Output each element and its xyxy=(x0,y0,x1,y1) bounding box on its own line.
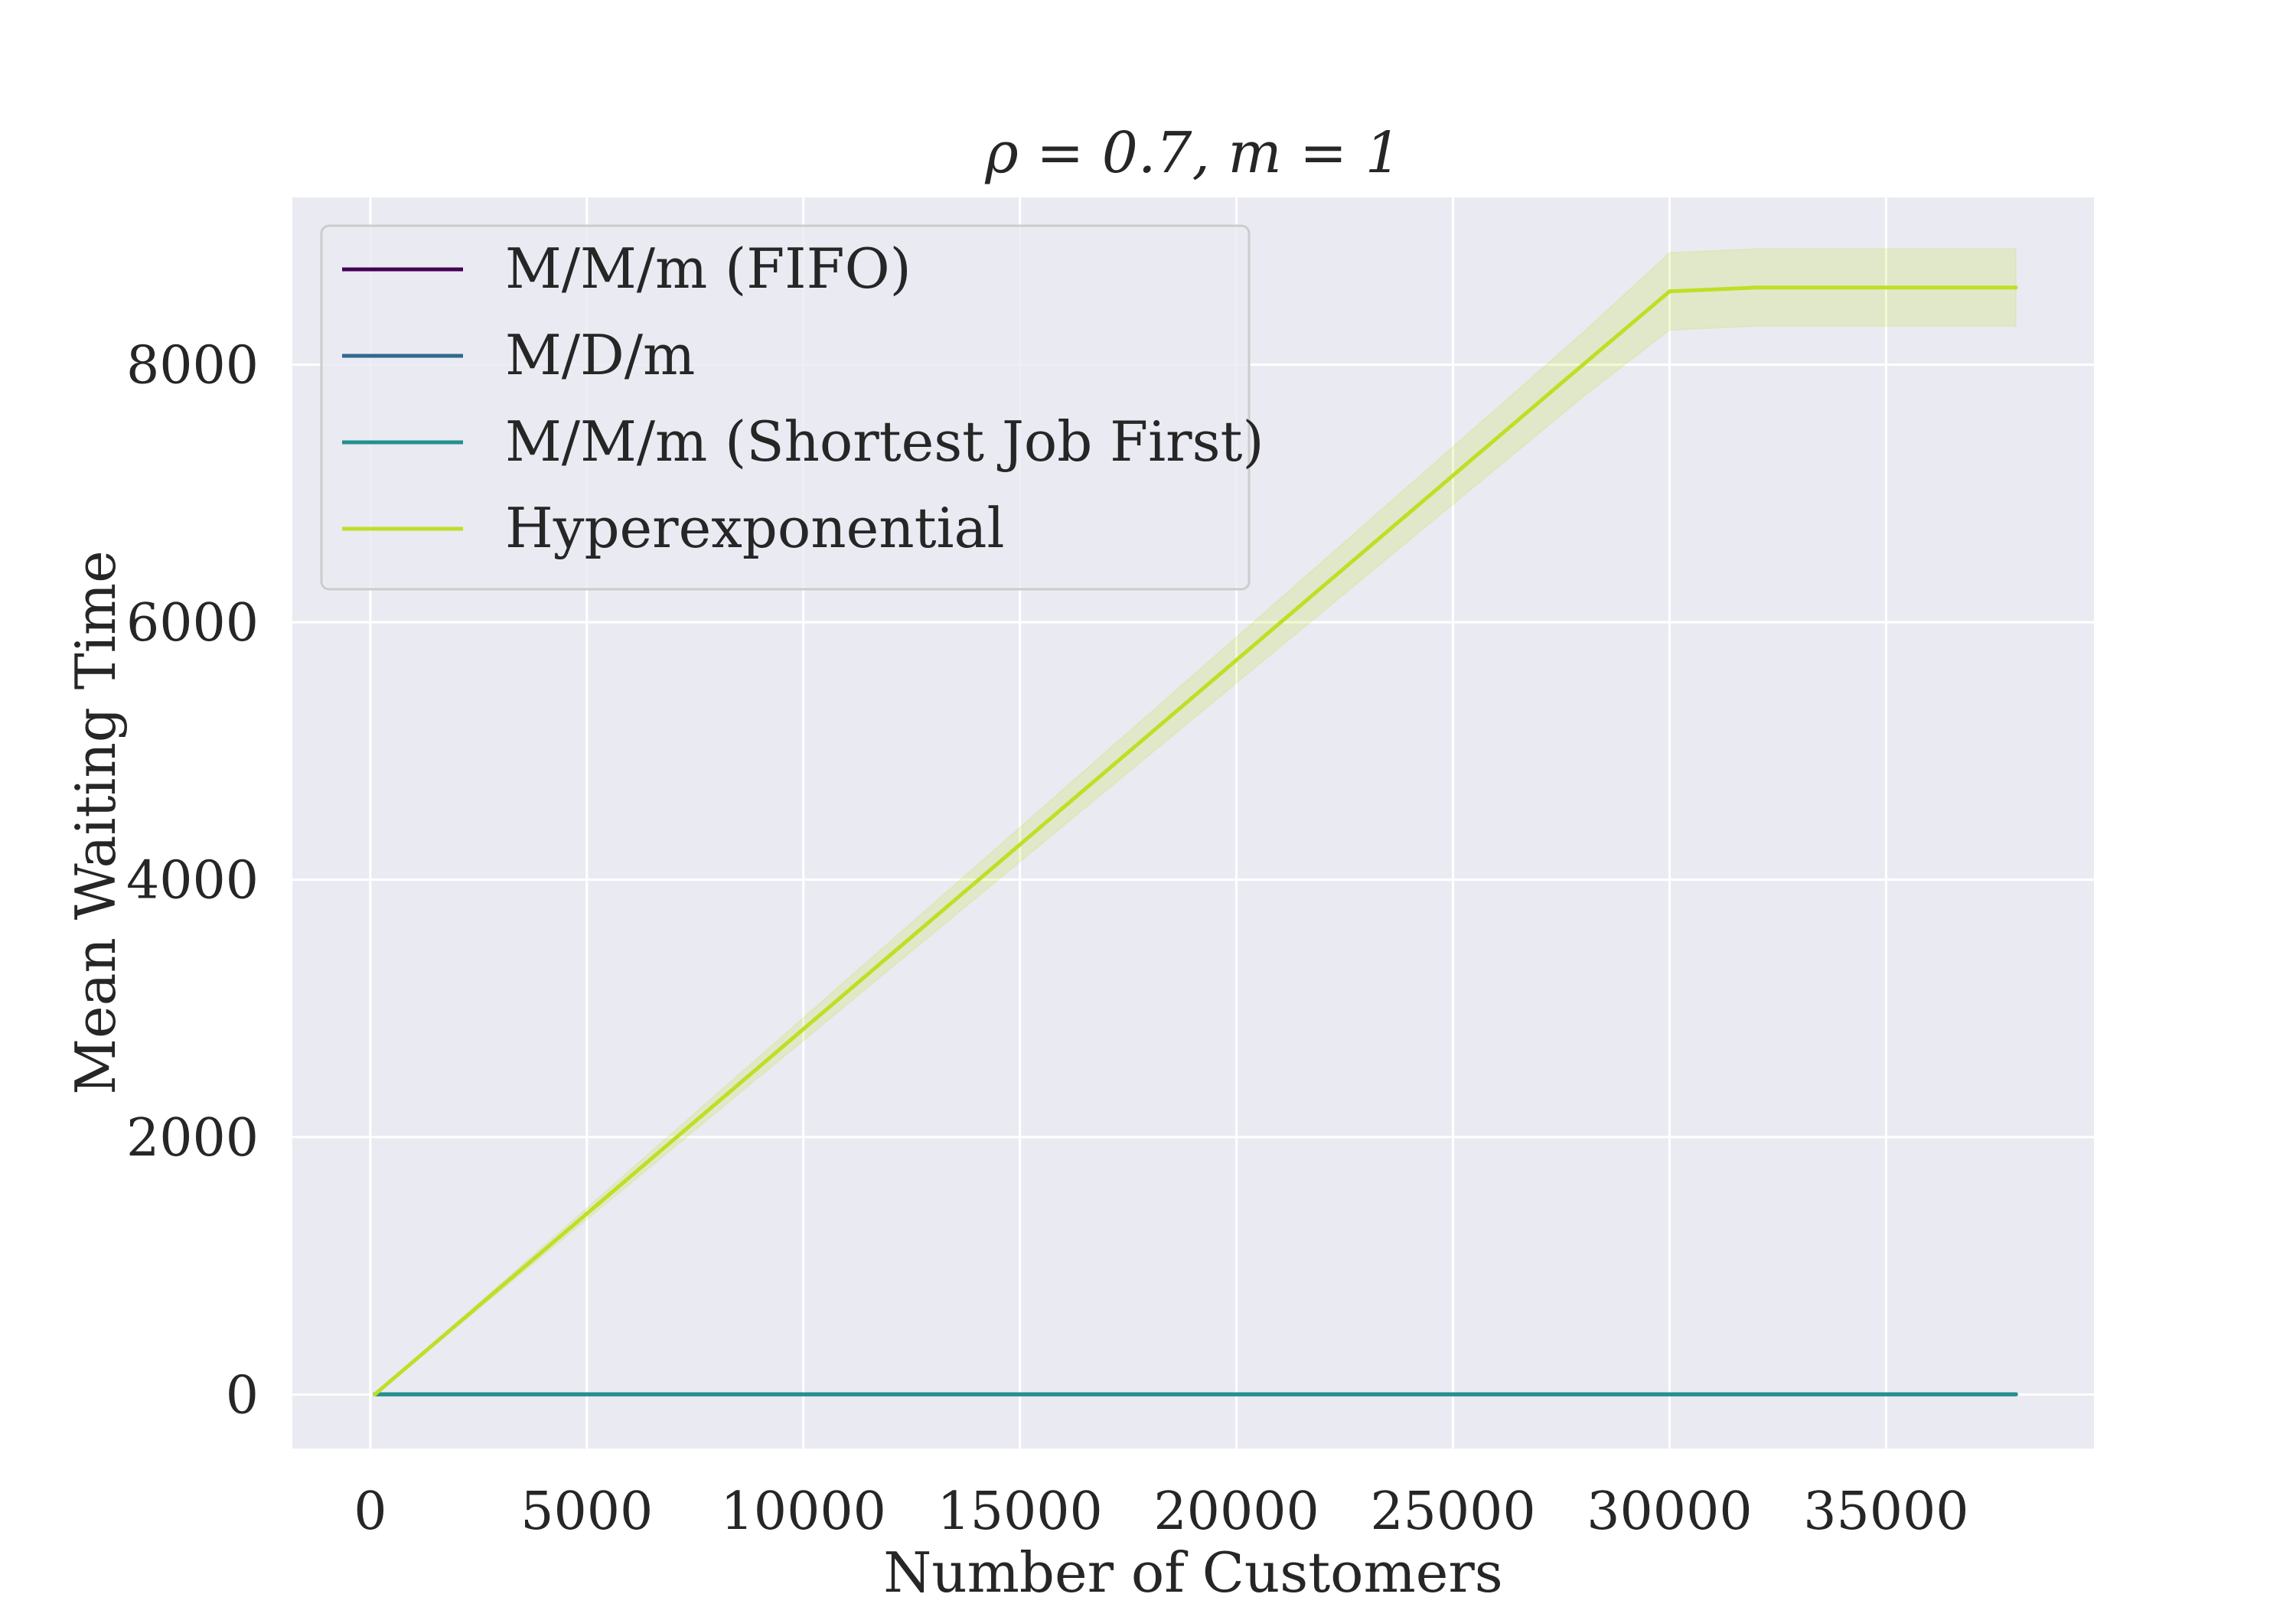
series-lines xyxy=(373,285,2018,1397)
y-tick-label: 6000 xyxy=(126,593,259,654)
legend-label: M/M/m (Shortest Job First) xyxy=(505,409,1264,474)
x-tick-label: 5000 xyxy=(520,1482,653,1542)
legend-label: Hyperexponential xyxy=(505,496,1005,560)
legend-label: M/M/m (FIFO) xyxy=(505,236,912,301)
x-tick-label: 10000 xyxy=(721,1482,886,1542)
legend-frame xyxy=(320,224,1251,591)
x-tick-label: 20000 xyxy=(1153,1482,1319,1542)
chart-title: ρ = 0.7, m = 1 xyxy=(984,120,1401,186)
y-axis-title: Mean Waiting Time xyxy=(64,550,128,1094)
y-tick-label: 0 xyxy=(226,1365,259,1426)
series-line xyxy=(373,285,2018,1397)
y-tick-labels: 0 2000 4000 6000 8000 xyxy=(126,336,259,1426)
x-tick-label: 35000 xyxy=(1803,1482,1968,1542)
x-tick-label: 30000 xyxy=(1587,1482,1752,1542)
legend-label: M/D/m xyxy=(505,323,695,387)
x-tick-labels: 0 5000 10000 15000 20000 25000 30000 35000 xyxy=(354,1482,1968,1542)
x-tick-label: 15000 xyxy=(937,1482,1102,1542)
y-tick-label: 4000 xyxy=(126,851,259,911)
y-tick-label: 2000 xyxy=(126,1108,259,1169)
y-tick-label: 8000 xyxy=(126,336,259,396)
x-tick-label: 0 xyxy=(354,1482,386,1542)
x-tick-label: 25000 xyxy=(1370,1482,1535,1542)
legend: M/M/m (FIFO) M/D/m M/M/m (Shortest Job Fir… xyxy=(320,224,1264,591)
x-axis-title: Number of Customers xyxy=(883,1540,1502,1605)
